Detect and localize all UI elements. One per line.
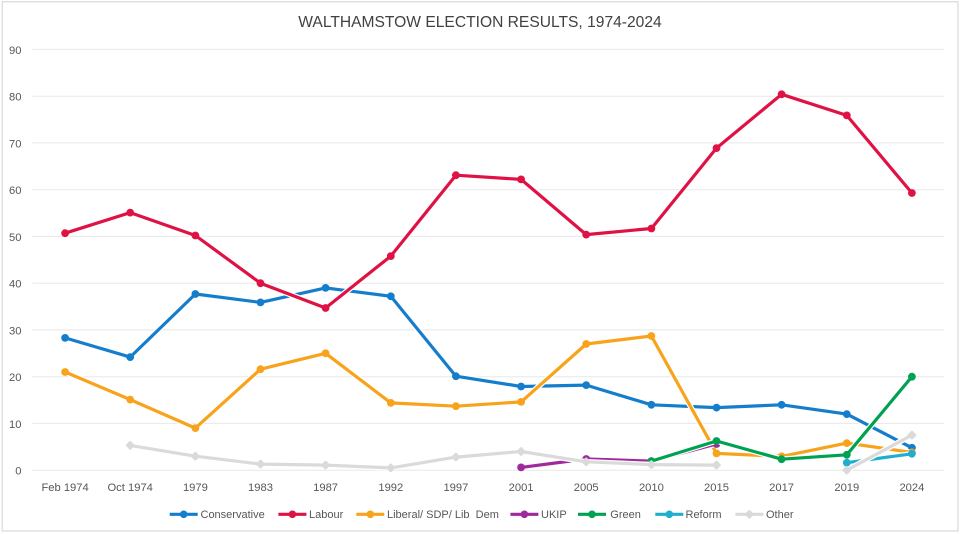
svg-text:2024: 2024 xyxy=(899,482,924,494)
svg-text:60: 60 xyxy=(9,185,21,197)
svg-text:1997: 1997 xyxy=(443,482,468,494)
svg-text:WALTHAMSTOW ELECTION RESULTS,: WALTHAMSTOW ELECTION RESULTS, 1974-2024 xyxy=(298,14,662,31)
svg-text:50: 50 xyxy=(9,232,21,244)
svg-text:0: 0 xyxy=(15,466,21,478)
svg-text:Oct 1974: Oct 1974 xyxy=(107,482,152,494)
svg-text:Other: Other xyxy=(766,509,794,521)
svg-text:20: 20 xyxy=(9,372,21,384)
svg-text:80: 80 xyxy=(9,92,21,104)
svg-text:70: 70 xyxy=(9,138,21,150)
svg-text:2010: 2010 xyxy=(639,482,664,494)
svg-text:90: 90 xyxy=(9,45,21,57)
svg-text:1987: 1987 xyxy=(313,482,338,494)
svg-text:Conservative: Conservative xyxy=(201,509,265,521)
svg-text:UKIP: UKIP xyxy=(541,509,567,521)
svg-text:2015: 2015 xyxy=(704,482,729,494)
svg-text:1992: 1992 xyxy=(378,482,403,494)
svg-text:2001: 2001 xyxy=(509,482,534,494)
svg-text:1979: 1979 xyxy=(183,482,208,494)
svg-text:Liberal/ SDP/ Lib Dem: Liberal/ SDP/ Lib Dem xyxy=(387,509,499,521)
svg-text:Green: Green xyxy=(610,509,641,521)
svg-text:Labour: Labour xyxy=(309,509,344,521)
svg-text:2019: 2019 xyxy=(834,482,859,494)
svg-text:30: 30 xyxy=(9,325,21,337)
svg-text:1983: 1983 xyxy=(248,482,273,494)
svg-text:2005: 2005 xyxy=(574,482,599,494)
svg-text:10: 10 xyxy=(9,419,21,431)
svg-text:2017: 2017 xyxy=(769,482,794,494)
svg-text:Feb 1974: Feb 1974 xyxy=(41,482,88,494)
svg-text:Reform: Reform xyxy=(686,509,722,521)
svg-text:40: 40 xyxy=(9,279,21,291)
